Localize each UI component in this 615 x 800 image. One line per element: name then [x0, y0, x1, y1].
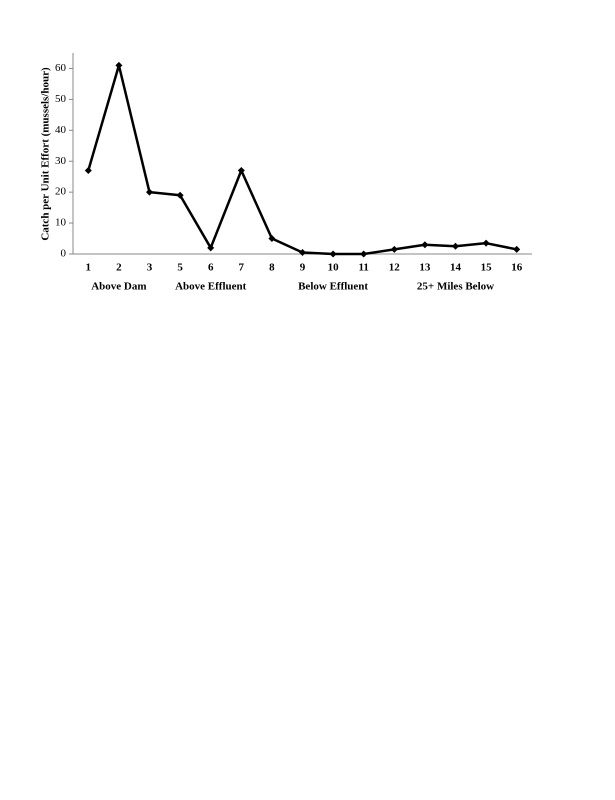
data-point: [452, 242, 459, 250]
y-axis-label: Catch per Unit Effort (mussels/hour): [40, 67, 52, 241]
x-tick-label: 2: [116, 262, 122, 274]
data-point: [299, 248, 306, 256]
x-tick-label: 7: [239, 262, 245, 274]
x-tick-label: 10: [328, 262, 340, 274]
y-tick-label: 20: [55, 186, 67, 198]
x-tick-label: 5: [177, 262, 183, 274]
x-tick-label: 11: [358, 262, 368, 274]
data-point: [421, 241, 429, 249]
data-point: [513, 245, 521, 253]
x-tick-label: 12: [389, 262, 401, 274]
y-tick-label: 10: [55, 217, 67, 229]
x-tick-label: 16: [511, 262, 523, 274]
x-tick-label: 6: [208, 262, 214, 274]
x-tick-label: 9: [300, 262, 306, 274]
data-point: [237, 167, 245, 175]
y-tick-label: 40: [55, 124, 67, 136]
data-point: [176, 191, 184, 199]
x-tick-label: 14: [450, 262, 462, 274]
data-point: [268, 235, 276, 243]
group-label: Above Dam: [91, 281, 146, 293]
group-label: 25+ Miles Below: [417, 281, 494, 293]
data-point: [115, 61, 123, 69]
x-tick-label: 1: [86, 262, 92, 274]
data-point: [146, 188, 153, 196]
group-label: Below Effluent: [298, 281, 368, 293]
group-label: Above Effluent: [175, 281, 247, 293]
x-tick-label: 3: [147, 262, 153, 274]
y-tick-label: 0: [61, 248, 67, 260]
x-tick-label: 15: [481, 262, 493, 274]
data-point: [329, 250, 337, 258]
y-tick-label: 50: [55, 93, 67, 105]
x-tick-label: 13: [419, 262, 431, 274]
data-point: [482, 239, 490, 247]
x-tick-label: 8: [269, 262, 275, 274]
y-tick-label: 30: [55, 155, 67, 167]
data-point: [360, 250, 368, 258]
data-point: [84, 167, 92, 175]
data-point: [207, 244, 215, 252]
y-tick-label: 60: [55, 62, 67, 74]
data-point: [390, 245, 398, 253]
